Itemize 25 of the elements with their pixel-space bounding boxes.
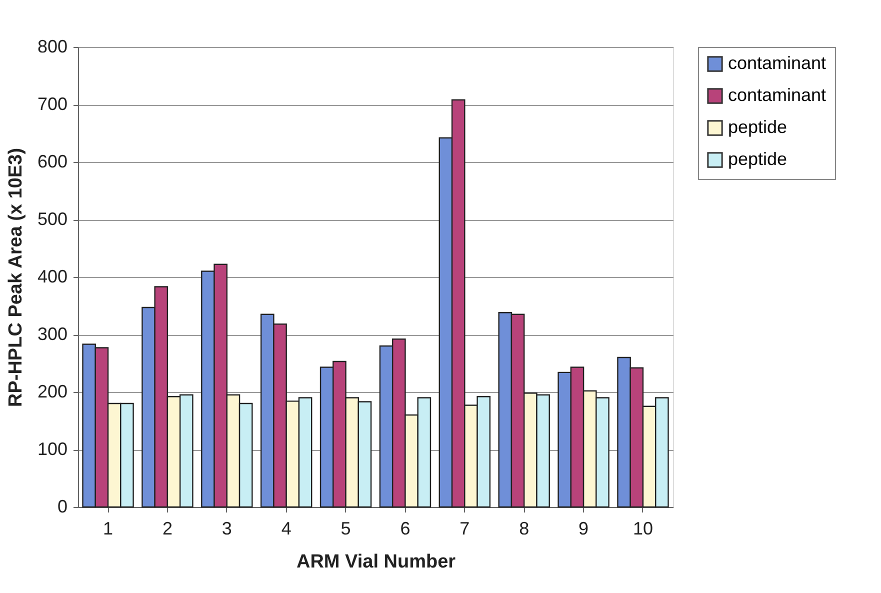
y-tick-label: 700: [37, 94, 68, 114]
y-tick-label: 400: [37, 266, 68, 286]
x-tick-label: 6: [400, 518, 410, 538]
y-tick-label: 800: [37, 36, 68, 56]
x-tick-label: 2: [162, 518, 172, 538]
y-tick-label: 300: [37, 324, 68, 344]
legend-label: peptide: [728, 149, 788, 169]
x-axis-title: ARM Vial Number: [296, 552, 456, 572]
y-tick-label: 500: [37, 209, 68, 229]
x-tick-label: 9: [578, 518, 589, 538]
y-axis-title: RP-HPLC Peak Area (x 10E3): [5, 148, 26, 408]
x-tick-label: 3: [222, 518, 232, 538]
legend-label: contaminant: [728, 85, 826, 105]
legend-label: contaminant: [728, 53, 826, 73]
x-tick-label: 7: [460, 518, 470, 538]
x-tick-label: 5: [340, 518, 351, 538]
x-tick-label: 8: [519, 518, 530, 538]
legend-label: peptide: [728, 117, 788, 137]
x-tick-label: 10: [632, 518, 653, 538]
y-tick-label: 200: [37, 382, 68, 402]
y-tick-label: 0: [57, 496, 68, 516]
y-tick-label: 600: [37, 152, 68, 172]
x-tick-label: 4: [281, 518, 292, 538]
y-tick-label: 100: [37, 439, 68, 459]
x-tick-label: 1: [103, 518, 114, 538]
